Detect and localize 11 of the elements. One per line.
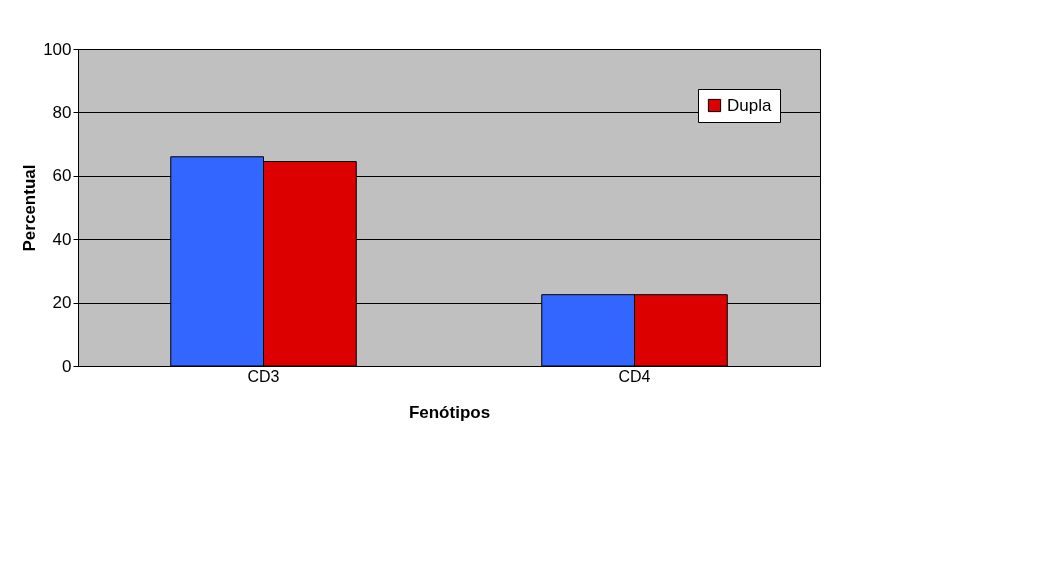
y-tick-label: 0 xyxy=(62,356,72,376)
x-tick-label: CD3 xyxy=(247,367,280,385)
legend-label: Dupla xyxy=(727,95,772,115)
y-tick-label: 100 xyxy=(43,39,72,59)
y-tick-label: 60 xyxy=(52,166,72,186)
y-tick-label: 80 xyxy=(52,102,72,122)
y-axis-title: Percentual xyxy=(20,164,40,252)
y-tick-label: 20 xyxy=(52,293,72,313)
y-tick-label: 40 xyxy=(52,229,72,249)
x-axis-title: Fenótipos xyxy=(408,402,491,422)
x-tick-label: CD4 xyxy=(618,367,651,385)
